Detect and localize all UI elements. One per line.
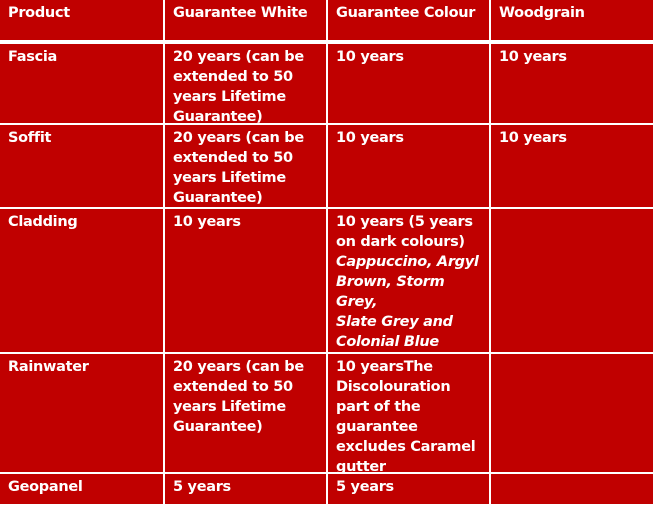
cell-woodgrain [491,209,653,352]
cell-colour: 10 yearsThe Discolouration part of the g… [328,354,489,472]
header-product: Product [0,0,163,40]
cell-product: Soffit [0,125,163,207]
cell-product: Cladding [0,209,163,352]
cell-woodgrain [491,474,653,504]
header-guarantee-colour: Guarantee Colour [328,0,489,40]
cell-white: 20 years (can be extended to 50 years Li… [165,125,326,207]
colour-text: 10 years (5 years on dark colours) [336,214,473,250]
cell-colour: 5 years [328,474,489,504]
cell-colour: 10 years [328,44,489,123]
cell-colour: 10 years [328,125,489,207]
dark-colours-list: Cappuccino, Argyl Brown, Storm Grey, [336,254,479,310]
header-woodgrain: Woodgrain [491,0,653,40]
cell-white: 5 years [165,474,326,504]
cell-woodgrain: 10 years [491,44,653,123]
cell-white: 10 years [165,209,326,352]
guarantee-table: Product Guarantee White Guarantee Colour… [0,0,654,504]
header-guarantee-white: Guarantee White [165,0,326,40]
cell-product: Fascia [0,44,163,123]
cell-product: Rainwater [0,354,163,472]
cell-white: 20 years (can be extended to 50 years Li… [165,44,326,123]
cell-woodgrain [491,354,653,472]
cell-woodgrain: 10 years [491,125,653,207]
cell-product: Geopanel [0,474,163,504]
colour-note: The Discolouration part of the guarantee… [336,359,476,472]
cell-white: 20 years (can be extended to 50 years Li… [165,354,326,472]
colour-years: 10 years [336,359,404,375]
dark-colours-list-2: Slate Grey and Colonial Blue [336,314,453,350]
cell-colour: 10 years (5 years on dark colours) Cappu… [328,209,489,352]
